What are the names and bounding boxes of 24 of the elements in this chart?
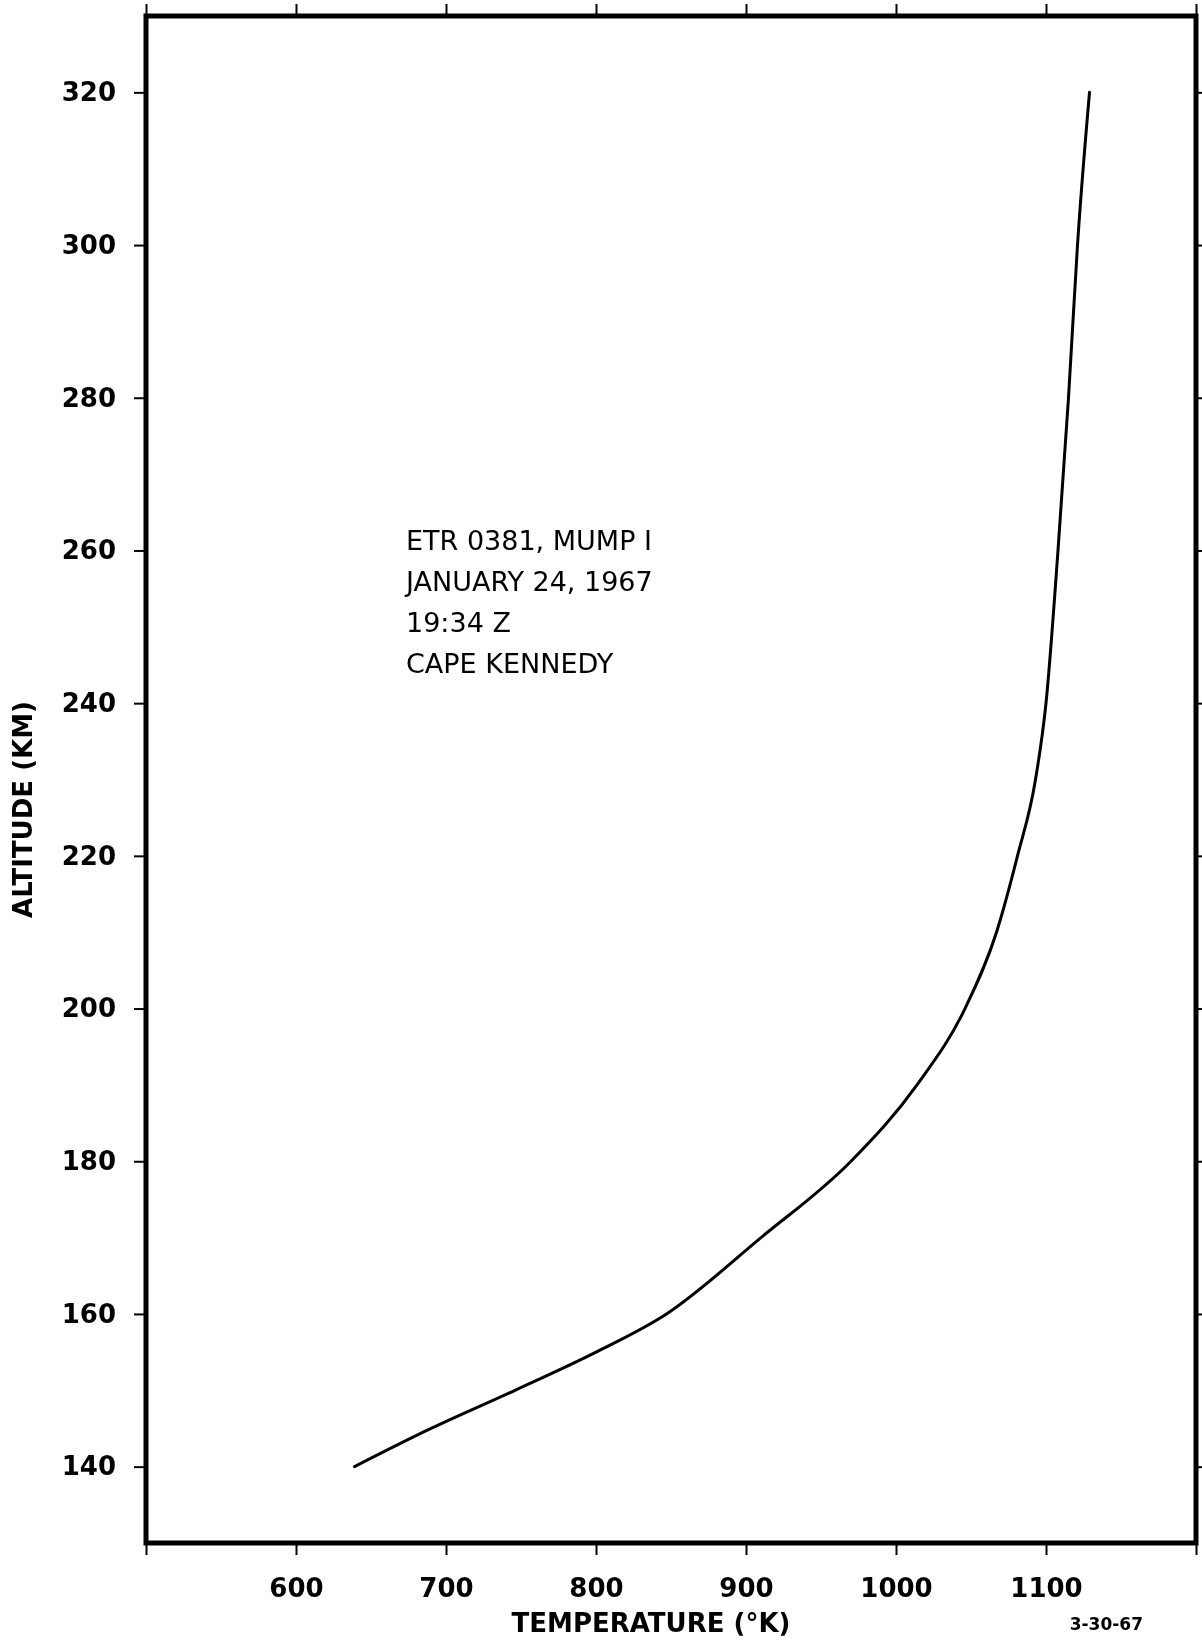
annotation: JANUARY 24, 1967 (404, 566, 653, 597)
x-tick-label: 900 (719, 1573, 774, 1604)
x-tick-label: 800 (569, 1573, 624, 1604)
y-tick-label: 220 (61, 840, 116, 871)
x-tick-label: 1000 (860, 1573, 933, 1604)
y-tick-label: 280 (61, 382, 116, 413)
y-tick-label: 200 (61, 993, 116, 1024)
y-tick-label: 240 (61, 687, 116, 718)
y-tick-label: 320 (61, 77, 116, 108)
y-axis-title: ALTITUDE (KM) (8, 701, 38, 918)
annotation: 19:34 Z (406, 607, 511, 638)
x-tick-label: 700 (419, 1573, 474, 1604)
annotation: CAPE KENNEDY (406, 648, 614, 679)
x-axis-title: TEMPERATURE (°K) (511, 1608, 791, 1638)
x-tick-label: 1100 (1010, 1573, 1083, 1604)
y-tick-label: 160 (61, 1298, 116, 1329)
y-tick-label: 260 (61, 535, 116, 566)
y-tick-label: 300 (61, 229, 116, 260)
x-tick-label: 600 (269, 1573, 324, 1604)
y-tick-label: 140 (61, 1451, 116, 1482)
annotation: ETR 0381, MUMP I (406, 525, 652, 556)
line-series (353, 90, 1091, 1469)
text: 3-30-67 (1069, 1614, 1143, 1634)
y-tick-label: 180 (61, 1146, 116, 1177)
